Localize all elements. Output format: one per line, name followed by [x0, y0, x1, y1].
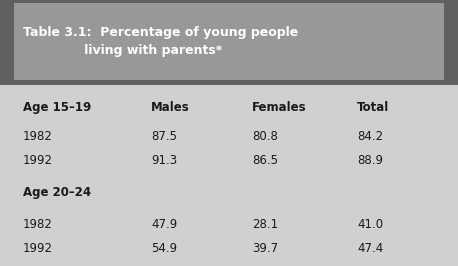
Text: 80.8: 80.8: [252, 131, 278, 143]
Text: Age 20–24: Age 20–24: [23, 186, 91, 199]
Text: 1982: 1982: [23, 131, 53, 143]
Text: 54.9: 54.9: [151, 242, 177, 255]
Text: 91.3: 91.3: [151, 155, 177, 167]
Text: 86.5: 86.5: [252, 155, 278, 167]
Bar: [14, 3, 444, 80]
Text: Males: Males: [151, 101, 190, 114]
Bar: [0, 0, 458, 85]
Text: Table 3.1:  Percentage of young people
              living with parents*: Table 3.1: Percentage of young people li…: [23, 26, 298, 57]
Text: 1982: 1982: [23, 218, 53, 231]
Text: Age 15–19: Age 15–19: [23, 101, 91, 114]
Text: 47.4: 47.4: [357, 242, 383, 255]
Text: Total: Total: [357, 101, 389, 114]
Text: 88.9: 88.9: [357, 155, 383, 167]
Text: 28.1: 28.1: [252, 218, 278, 231]
Text: 1992: 1992: [23, 155, 53, 167]
Text: 47.9: 47.9: [151, 218, 177, 231]
Text: 41.0: 41.0: [357, 218, 383, 231]
Text: 84.2: 84.2: [357, 131, 383, 143]
Text: 39.7: 39.7: [252, 242, 278, 255]
Text: 1992: 1992: [23, 242, 53, 255]
Text: Females: Females: [252, 101, 306, 114]
Text: 87.5: 87.5: [151, 131, 177, 143]
